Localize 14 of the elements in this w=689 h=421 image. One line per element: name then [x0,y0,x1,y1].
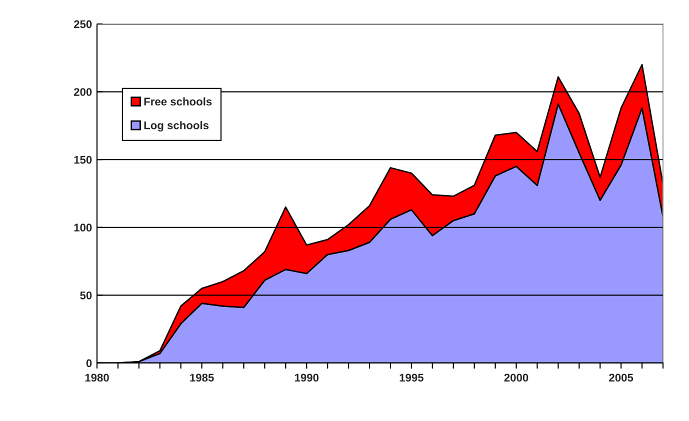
y-tick-label: 50 [80,291,92,300]
x-tick-label: 2005 [609,374,634,382]
x-tick-label: 2000 [504,374,528,382]
x-tick-label: 1995 [400,374,424,382]
x-tick-label: 1985 [190,374,214,382]
x-tick-label: 1980 [85,374,109,382]
x-tick-label: 1990 [294,374,319,382]
y-tick-label: 250 [74,20,92,28]
legend-label: Free schools [144,97,212,106]
legend-label: Log schools [144,121,209,132]
y-tick-label: 150 [74,156,92,164]
y-tick-label: 0 [86,359,92,368]
y-tick-label: 200 [74,88,92,96]
y-tick-label: 100 [74,224,92,232]
